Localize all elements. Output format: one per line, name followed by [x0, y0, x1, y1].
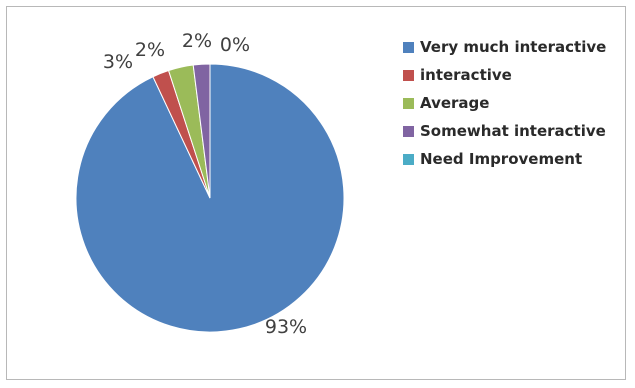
legend-swatch	[403, 69, 414, 81]
legend-label: Need Improvement	[420, 150, 583, 168]
legend-swatch	[403, 153, 414, 165]
legend-item-average: Average	[403, 89, 606, 117]
chart-legend: Very much interactive interactive Average S…	[403, 33, 606, 173]
pie-slice-somewhat-interactive	[192, 63, 211, 199]
legend-item-somewhat-interactive: Somewhat interactive	[403, 117, 606, 145]
legend-swatch	[403, 41, 414, 53]
data-label-very-much-interactive: 93%	[265, 316, 307, 338]
legend-swatch	[403, 125, 414, 137]
legend-label: interactive	[420, 66, 512, 84]
legend-label: Average	[420, 94, 490, 112]
legend-item-very-much-interactive: Very much interactive	[403, 33, 606, 61]
legend-item-interactive: interactive	[403, 61, 606, 89]
legend-swatch	[403, 97, 414, 109]
data-label-somewhat-interactive: 2%	[182, 30, 212, 52]
legend-label: Somewhat interactive	[420, 122, 606, 140]
legend-label: Very much interactive	[420, 38, 607, 56]
legend-item-need-improvement: Need Improvement	[403, 145, 606, 173]
data-label-need-improvement: 0%	[220, 34, 250, 56]
data-label-average: 3%	[103, 51, 133, 73]
data-label-interactive: 2%	[135, 39, 165, 61]
